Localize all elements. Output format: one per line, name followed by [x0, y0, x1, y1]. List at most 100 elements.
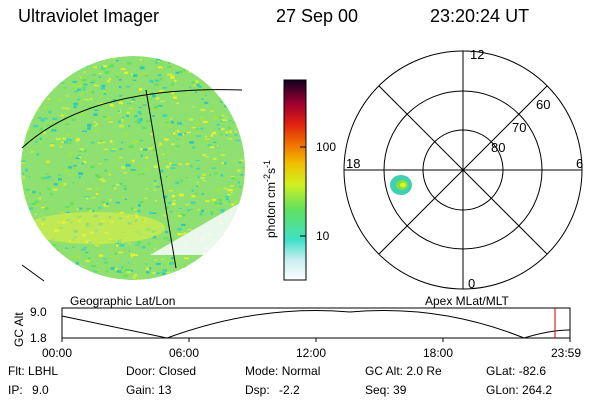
image-speckle — [97, 269, 100, 271]
image-speckle — [101, 179, 106, 183]
image-speckle — [134, 244, 139, 246]
image-speckle — [210, 212, 213, 215]
image-speckle — [233, 79, 237, 82]
image-speckle — [155, 97, 160, 100]
image-speckle — [213, 87, 218, 90]
image-speckle — [244, 97, 245, 100]
image-speckle — [137, 241, 142, 244]
image-speckle — [40, 259, 45, 261]
image-speckle — [242, 256, 245, 258]
image-speckle — [40, 81, 46, 84]
timeline-axis-label: GC Alt — [12, 312, 26, 347]
image-speckle — [237, 233, 240, 237]
image-speckle — [130, 100, 135, 102]
image-speckle — [34, 200, 39, 203]
image-speckle — [118, 251, 124, 254]
image-speckle — [130, 207, 134, 210]
image-speckle — [205, 156, 209, 158]
image-speckle — [100, 68, 106, 70]
image-speckle — [163, 195, 168, 198]
image-speckle — [139, 148, 143, 151]
image-speckle — [77, 98, 81, 101]
image-speckle — [43, 248, 48, 251]
image-speckle — [114, 252, 117, 255]
image-speckle — [158, 145, 161, 147]
image-speckle — [126, 111, 130, 115]
image-speckle — [28, 261, 31, 263]
image-speckle — [36, 236, 42, 239]
image-speckle — [115, 201, 120, 204]
image-speckle — [45, 161, 51, 164]
image-speckle — [122, 116, 125, 119]
image-speckle — [51, 63, 57, 66]
image-speckle — [235, 139, 241, 142]
image-speckle — [169, 162, 172, 165]
image-speckle — [239, 265, 243, 268]
image-speckle — [21, 160, 25, 162]
status-gain: Gain: 13 — [126, 383, 172, 397]
image-speckle — [82, 160, 86, 164]
timeline-xtick-2359: 23:59 — [551, 346, 582, 360]
image-speckle — [229, 238, 235, 240]
image-speckle — [177, 233, 181, 236]
image-speckle — [121, 141, 124, 144]
image-speckle — [118, 120, 121, 124]
status-mode: Mode: Normal — [245, 364, 321, 378]
image-speckle — [204, 101, 209, 104]
image-speckle — [214, 65, 220, 67]
image-speckle — [72, 182, 75, 184]
image-speckle — [182, 213, 186, 217]
image-speckle — [185, 56, 190, 60]
image-speckle — [32, 230, 37, 232]
image-speckle — [34, 248, 37, 250]
image-speckle — [157, 60, 160, 62]
image-speckle — [130, 73, 133, 75]
image-speckle — [166, 264, 169, 267]
time-label: 23:20:24 UT — [430, 6, 530, 26]
timeline-xtick-0600: 06:00 — [169, 346, 200, 360]
image-speckle — [174, 79, 177, 82]
image-speckle — [23, 240, 29, 242]
image-speckle — [93, 121, 97, 123]
image-speckle — [142, 104, 148, 106]
image-speckle — [228, 126, 231, 129]
image-speckle — [32, 246, 37, 249]
image-speckle — [192, 106, 195, 108]
image-speckle — [171, 257, 174, 260]
image-speckle — [159, 89, 164, 93]
image-speckle — [220, 174, 224, 177]
image-speckle — [24, 82, 30, 86]
image-speckle — [101, 141, 106, 144]
image-speckle — [152, 94, 156, 97]
image-speckle — [225, 131, 229, 134]
image-speckle — [109, 104, 114, 107]
image-speckle — [138, 173, 141, 176]
image-speckle — [39, 137, 42, 140]
image-speckle — [211, 131, 217, 135]
image-speckle — [145, 156, 149, 159]
image-speckle — [221, 119, 227, 122]
image-speckle — [66, 138, 72, 141]
colorbar-tick-100: 100 — [316, 140, 337, 154]
image-speckle — [214, 63, 219, 66]
image-speckle — [128, 107, 134, 109]
image-speckle — [66, 95, 69, 97]
image-speckle — [205, 74, 210, 76]
image-speckle — [56, 268, 61, 270]
image-speckle — [54, 249, 59, 251]
image-speckle — [232, 104, 237, 107]
image-speckle — [238, 113, 243, 115]
image-speckle — [124, 71, 129, 74]
image-speckle — [171, 94, 177, 98]
image-speckle — [216, 123, 220, 126]
image-speckle — [68, 207, 72, 210]
image-speckle — [217, 128, 221, 130]
image-speckle — [60, 82, 65, 84]
image-speckle — [131, 141, 135, 144]
image-speckle — [164, 198, 167, 200]
image-speckle — [125, 163, 131, 167]
image-speckle — [140, 154, 143, 157]
image-speckle — [125, 86, 131, 88]
image-speckle — [243, 231, 245, 234]
